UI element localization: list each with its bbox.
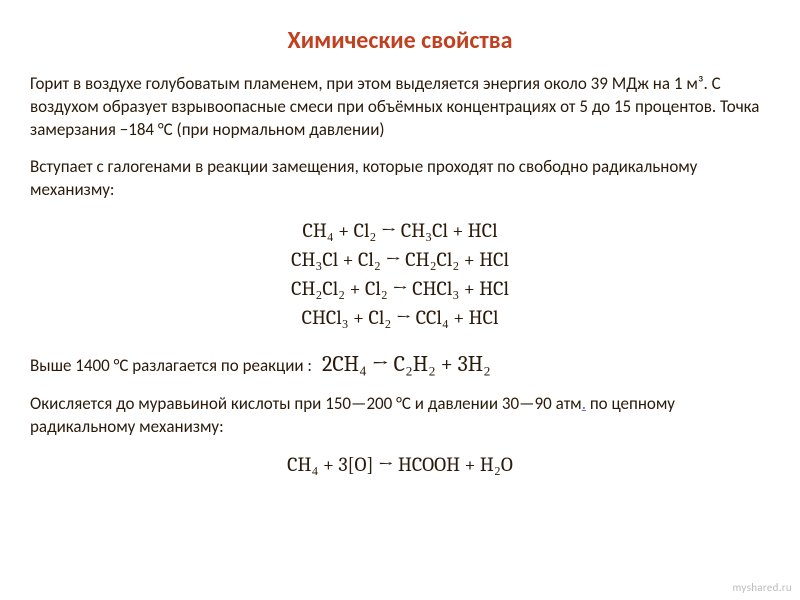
page-title: Химические свойства — [30, 26, 770, 55]
paragraph-oxidation: Окисляется до муравьиной кислоты при 150… — [30, 393, 770, 439]
equation-oxidation: CH₄ + 3[O] → HCOOH + H₂O — [30, 453, 770, 477]
watermark: myshared.ru — [733, 581, 792, 594]
paragraph-halogens: Вступает с галогенами в реакции замещени… — [30, 156, 770, 202]
oxidation-text-before: Окисляется до муравьиной кислоты при 150… — [30, 393, 582, 414]
paragraph-intro: Горит в воздухе голубоватым пламенем, пр… — [30, 73, 770, 142]
equation-row: CHCl₃ + Cl₂ → CCl₄ + HCl — [30, 303, 770, 332]
equation-decomposition: 2CH₄ → C₂H₂ + 3H₂ — [322, 350, 491, 380]
equation-row: CH₃Cl + Cl₂ → CH₂Cl₂ + HCl — [30, 245, 770, 274]
equation-row: CH₂Cl₂ + Cl₂ → CHCl₃ + HCl — [30, 274, 770, 303]
equation-row: CH₄ + Cl₂ → CH₃Cl + HCl — [30, 216, 770, 245]
decomposition-row: Выше 1400 °С разлагается по реакции : 2C… — [30, 350, 770, 380]
paragraph-decomposition: Выше 1400 °С разлагается по реакции : — [30, 355, 312, 378]
equation-block-substitution: CH₄ + Cl₂ → CH₃Cl + HCl CH₃Cl + Cl₂ → CH… — [30, 216, 770, 332]
